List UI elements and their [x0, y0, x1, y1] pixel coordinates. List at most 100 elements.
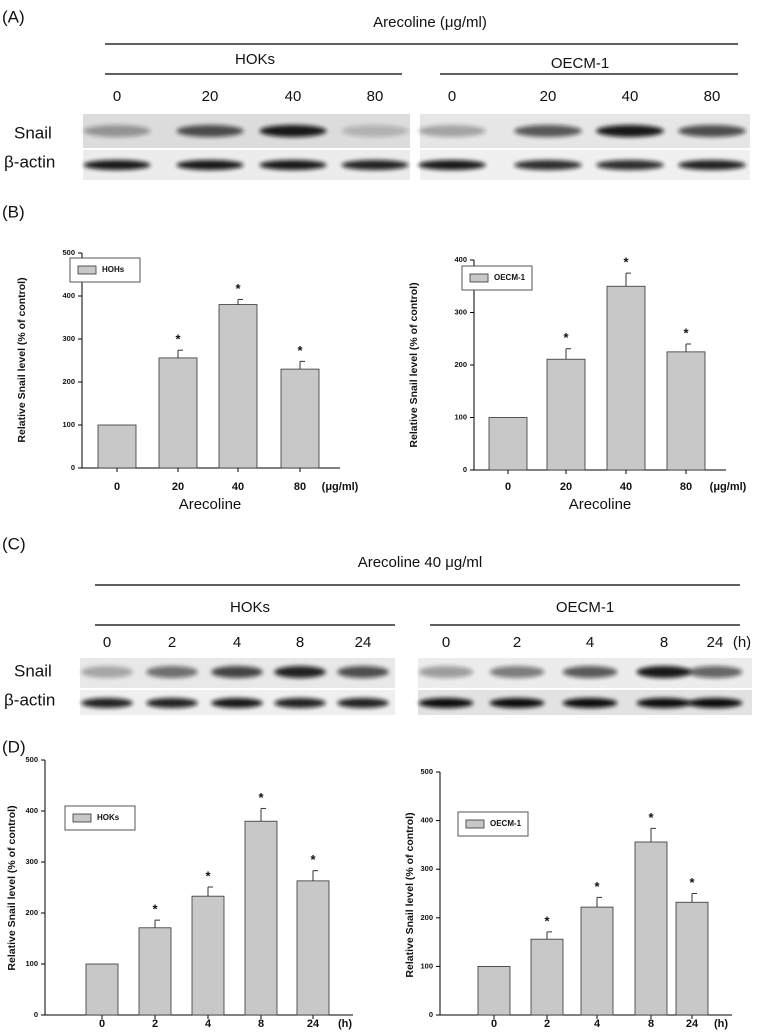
band — [514, 125, 582, 137]
group-name: HOKs — [230, 599, 270, 616]
x-tick-label: 40 — [620, 481, 632, 493]
lane-label: 20 — [202, 88, 219, 105]
y-tick-label: 200 — [25, 908, 38, 917]
group-name: HOKs — [235, 51, 275, 68]
bar — [138, 927, 172, 1016]
legend-label: HOKs — [97, 813, 120, 822]
x-tick-label: 2 — [152, 1018, 158, 1030]
bar — [606, 285, 646, 471]
legend-swatch — [469, 273, 489, 283]
x-tick-label: 20 — [172, 481, 184, 493]
y-axis-label: Relative Snail level (% of control) — [6, 805, 18, 970]
y-tick-label: 500 — [25, 755, 38, 764]
band — [274, 666, 326, 678]
y-tick-label: 400 — [454, 255, 467, 264]
y-tick-label: 200 — [62, 377, 75, 386]
panel-label: (B) — [2, 202, 25, 221]
x-tick-label: 0 — [99, 1018, 105, 1030]
band — [83, 160, 151, 170]
significance: * — [235, 281, 241, 296]
bar — [191, 895, 225, 1016]
band — [514, 160, 582, 170]
bar — [634, 841, 668, 1016]
y-tick-label: 400 — [420, 816, 433, 825]
x-unit: (μg/ml) — [710, 481, 747, 493]
significance: * — [175, 332, 181, 347]
y-axis-label: Relative Snail level (% of control) — [404, 812, 416, 977]
bar — [158, 357, 198, 469]
band — [418, 125, 486, 137]
lane-label: 24 — [355, 634, 372, 651]
band — [596, 160, 664, 170]
significance: * — [205, 868, 211, 883]
band — [418, 160, 486, 170]
x-axis-label: Arecoline — [179, 496, 242, 513]
y-axis-label: Relative Snail level (% of control) — [16, 277, 28, 442]
lane-label: 2 — [168, 634, 176, 651]
bar — [85, 963, 119, 1016]
band — [418, 666, 474, 678]
band — [81, 666, 133, 678]
row-label: β-actin — [4, 152, 55, 171]
band — [259, 160, 327, 170]
x-tick-label: 8 — [648, 1018, 654, 1030]
significance: * — [297, 343, 303, 358]
significance: * — [258, 790, 264, 805]
lane-label: 8 — [296, 634, 304, 651]
bar — [580, 906, 614, 1016]
x-tick-label: 0 — [491, 1018, 497, 1030]
legend-label: HOHs — [102, 265, 125, 274]
x-axis-label: Arecoline — [569, 496, 632, 513]
band — [146, 698, 198, 708]
band — [211, 698, 263, 708]
band — [83, 125, 151, 137]
y-tick-label: 0 — [71, 463, 75, 472]
y-tick-label: 300 — [420, 864, 433, 873]
band — [418, 698, 474, 708]
lane-label: 2 — [513, 634, 521, 651]
y-tick-label: 200 — [454, 360, 467, 369]
x-unit: (h) — [338, 1018, 352, 1030]
significance: * — [563, 330, 569, 345]
band — [596, 125, 664, 137]
x-tick-label: 24 — [307, 1018, 320, 1030]
bar — [280, 368, 320, 469]
y-tick-label: 200 — [420, 913, 433, 922]
band — [341, 160, 409, 170]
legend-label: OECM-1 — [490, 819, 522, 828]
legend-swatch — [77, 265, 97, 275]
y-tick-label: 400 — [62, 291, 75, 300]
lane-label: 80 — [704, 88, 721, 105]
legend-swatch — [72, 813, 92, 823]
band — [562, 666, 618, 678]
x-tick-label: 24 — [686, 1018, 699, 1030]
panel-label: (D) — [2, 737, 26, 756]
significance: * — [594, 879, 600, 894]
treatment: Arecoline 40 μg/ml — [358, 554, 483, 571]
lane-label: 8 — [660, 634, 668, 651]
bar — [666, 351, 706, 471]
x-tick-label: 20 — [560, 481, 572, 493]
y-tick-label: 300 — [454, 307, 467, 316]
bar — [546, 358, 586, 471]
band — [176, 160, 244, 170]
significance: * — [152, 902, 158, 917]
x-unit: (h) — [714, 1018, 728, 1030]
treatment: Arecoline (μg/ml) — [373, 14, 487, 31]
row-label: Snail — [14, 661, 52, 680]
lane-label: 40 — [622, 88, 639, 105]
y-tick-label: 100 — [420, 961, 433, 970]
lane-label: 80 — [367, 88, 384, 105]
x-tick-label: 80 — [680, 481, 692, 493]
lane-label: 4 — [586, 634, 594, 651]
x-unit: (μg/ml) — [322, 481, 359, 493]
lane-label: 0 — [448, 88, 456, 105]
band — [678, 160, 746, 170]
bar — [296, 880, 330, 1016]
y-axis-label: Relative Snail level (% of control) — [408, 282, 420, 447]
y-tick-label: 500 — [420, 767, 433, 776]
significance: * — [310, 852, 316, 867]
significance: * — [544, 913, 550, 928]
lane-label: 4 — [233, 634, 241, 651]
band — [678, 125, 746, 137]
